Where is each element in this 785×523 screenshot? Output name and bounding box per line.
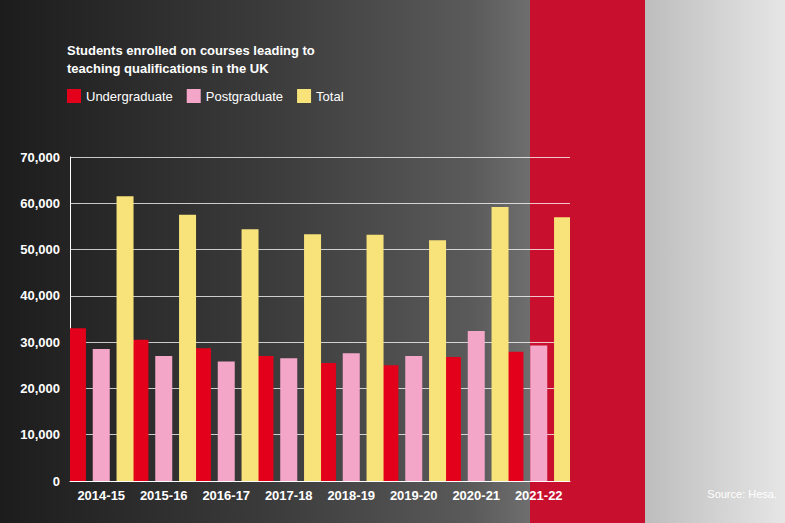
svg-text:2014-15: 2014-15 bbox=[77, 488, 125, 503]
svg-text:2018-19: 2018-19 bbox=[327, 488, 375, 503]
svg-text:2019-20: 2019-20 bbox=[390, 488, 438, 503]
svg-text:Undergraduate: Undergraduate bbox=[86, 89, 173, 104]
svg-text:2020-21: 2020-21 bbox=[452, 488, 500, 503]
svg-text:2017-18: 2017-18 bbox=[265, 488, 313, 503]
svg-text:10,000: 10,000 bbox=[20, 427, 60, 442]
svg-text:Total: Total bbox=[316, 89, 344, 104]
svg-text:70,000: 70,000 bbox=[20, 150, 60, 165]
svg-text:Source: Hesa.: Source: Hesa. bbox=[707, 488, 777, 500]
svg-text:2015-16: 2015-16 bbox=[140, 488, 188, 503]
svg-text:Postgraduate: Postgraduate bbox=[206, 89, 283, 104]
svg-text:2016-17: 2016-17 bbox=[202, 488, 250, 503]
svg-text:Students enrolled on courses l: Students enrolled on courses leading to bbox=[67, 43, 318, 58]
svg-text:60,000: 60,000 bbox=[20, 196, 60, 211]
svg-text:50,000: 50,000 bbox=[20, 242, 60, 257]
svg-text:20,000: 20,000 bbox=[20, 381, 60, 396]
svg-text:teaching qualifications in the: teaching qualifications in the UK bbox=[67, 61, 269, 76]
svg-text:30,000: 30,000 bbox=[20, 335, 60, 350]
svg-text:2021-22: 2021-22 bbox=[515, 488, 563, 503]
svg-text:0: 0 bbox=[53, 474, 60, 489]
svg-text:40,000: 40,000 bbox=[20, 288, 60, 303]
